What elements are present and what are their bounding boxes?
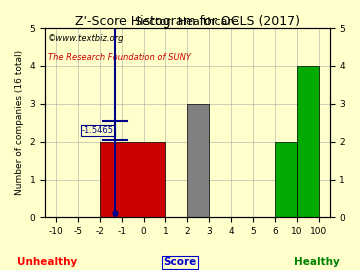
- Text: Sector: Healthcare: Sector: Healthcare: [135, 17, 239, 27]
- Text: Unhealthy: Unhealthy: [17, 257, 77, 267]
- Text: ©www.textbiz.org: ©www.textbiz.org: [48, 34, 124, 43]
- Text: Score: Score: [163, 257, 197, 267]
- Title: Z'-Score Histogram for OCLS (2017): Z'-Score Histogram for OCLS (2017): [75, 15, 300, 28]
- Y-axis label: Number of companies (16 total): Number of companies (16 total): [15, 50, 24, 195]
- Text: Healthy: Healthy: [294, 257, 340, 267]
- Bar: [100, 142, 165, 217]
- Bar: [297, 66, 319, 217]
- Bar: [275, 142, 297, 217]
- Bar: [187, 104, 209, 217]
- Text: -1.5465: -1.5465: [82, 126, 114, 135]
- Text: The Research Foundation of SUNY: The Research Foundation of SUNY: [48, 53, 191, 62]
